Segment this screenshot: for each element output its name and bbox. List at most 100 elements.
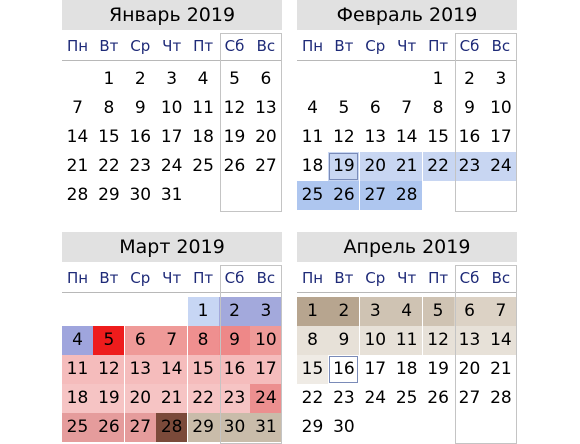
day-cell[interactable]: 16 — [129, 127, 152, 147]
day-cell[interactable]: 20 — [359, 152, 391, 181]
day-cell[interactable]: 28 — [490, 388, 512, 408]
day-cell[interactable]: 26 — [427, 388, 449, 408]
day-cell[interactable]: 8 — [187, 326, 219, 355]
day-cell[interactable]: 29 — [187, 413, 219, 442]
day-cell[interactable]: 5 — [229, 69, 240, 89]
day-cell[interactable]: 14 — [485, 326, 517, 355]
day-cell[interactable]: 13 — [454, 326, 485, 355]
day-cell[interactable]: 19 — [427, 359, 449, 379]
day-cell[interactable]: 14 — [156, 355, 188, 384]
day-cell[interactable]: 23 — [219, 384, 250, 413]
day-cell[interactable]: 13 — [124, 355, 156, 384]
day-cell[interactable]: 14 — [66, 127, 89, 147]
day-cell[interactable]: 6 — [369, 98, 381, 118]
day-cell[interactable]: 10 — [250, 326, 282, 355]
day-cell[interactable]: 9 — [134, 98, 146, 118]
day-cell[interactable]: 21 — [66, 156, 89, 176]
day-cell[interactable]: 28 — [66, 185, 89, 205]
day-cell[interactable]: 1 — [297, 297, 328, 326]
day-cell[interactable]: 2 — [464, 69, 475, 89]
day-cell[interactable]: 21 — [490, 359, 512, 379]
day-cell[interactable]: 9 — [328, 326, 360, 355]
day-cell[interactable]: 30 — [129, 185, 152, 205]
day-cell[interactable]: 17 — [364, 359, 387, 379]
day-cell[interactable]: 18 — [395, 359, 418, 379]
day-cell[interactable]: 11 — [192, 98, 214, 118]
day-cell[interactable]: 5 — [93, 326, 125, 355]
day-cell[interactable]: 5 — [422, 297, 454, 326]
day-cell[interactable]: 1 — [187, 297, 219, 326]
day-cell[interactable]: 7 — [156, 326, 188, 355]
day-cell[interactable]: 8 — [297, 326, 328, 355]
day-cell[interactable]: 25 — [395, 388, 418, 408]
day-cell[interactable]: 28 — [391, 181, 423, 210]
day-cell[interactable]: 4 — [307, 98, 318, 118]
day-cell[interactable]: 21 — [156, 384, 188, 413]
day-cell[interactable]: 12 — [333, 127, 355, 147]
day-cell[interactable]: 23 — [333, 388, 355, 408]
day-cell[interactable]: 20 — [124, 384, 156, 413]
day-cell[interactable]: 26 — [328, 181, 360, 210]
day-cell[interactable]: 15 — [98, 127, 120, 147]
day-cell[interactable]: 1 — [432, 69, 444, 89]
day-cell[interactable]: 30 — [219, 413, 250, 442]
day-cell[interactable]: 22 — [187, 384, 219, 413]
day-cell[interactable]: 30 — [333, 417, 355, 437]
day-cell[interactable]: 9 — [464, 98, 475, 118]
day-cell[interactable]: 25 — [297, 181, 328, 210]
day-cell[interactable]: 3 — [359, 297, 391, 326]
day-cell[interactable]: 17 — [160, 127, 183, 147]
day-cell[interactable]: 7 — [72, 98, 83, 118]
day-cell[interactable]: 2 — [134, 69, 146, 89]
day-cell[interactable]: 1 — [103, 69, 115, 89]
day-cell[interactable]: 27 — [359, 181, 391, 210]
day-cell[interactable]: 13 — [255, 98, 277, 118]
day-cell[interactable]: 26 — [93, 413, 125, 442]
day-cell[interactable]: 25 — [62, 413, 93, 442]
day-cell[interactable]: 10 — [359, 326, 391, 355]
day-cell[interactable]: 4 — [197, 69, 209, 89]
day-cell[interactable]: 16 — [458, 127, 481, 147]
day-cell[interactable]: 15 — [297, 355, 328, 384]
day-cell[interactable]: 15 — [187, 355, 219, 384]
day-cell[interactable]: 26 — [223, 156, 246, 176]
day-cell[interactable]: 29 — [301, 417, 324, 437]
day-cell[interactable]: 8 — [432, 98, 444, 118]
day-cell[interactable]: 24 — [160, 156, 183, 176]
day-cell[interactable]: 28 — [156, 413, 188, 442]
day-cell[interactable]: 27 — [458, 388, 481, 408]
day-cell[interactable]: 19 — [223, 127, 246, 147]
day-cell[interactable]: 29 — [98, 185, 120, 205]
day-cell[interactable]: 11 — [391, 326, 423, 355]
day-cell[interactable]: 4 — [391, 297, 423, 326]
day-cell[interactable]: 3 — [250, 297, 282, 326]
day-cell[interactable]: 22 — [301, 388, 324, 408]
day-cell[interactable]: 18 — [192, 127, 214, 147]
day-cell[interactable]: 18 — [301, 156, 324, 176]
day-cell[interactable]: 12 — [422, 326, 454, 355]
day-cell[interactable]: 7 — [485, 297, 517, 326]
day-cell[interactable]: 17 — [250, 355, 282, 384]
day-cell[interactable]: 17 — [490, 127, 512, 147]
day-cell[interactable]: 12 — [223, 98, 246, 118]
day-cell[interactable]: 6 — [454, 297, 485, 326]
day-cell[interactable]: 19 — [93, 384, 125, 413]
day-cell[interactable]: 24 — [485, 152, 517, 181]
day-cell[interactable]: 31 — [250, 413, 282, 442]
day-cell[interactable]: 27 — [124, 413, 156, 442]
day-cell[interactable]: 22 — [98, 156, 120, 176]
day-cell[interactable]: 18 — [62, 384, 93, 413]
day-cell[interactable]: 6 — [260, 69, 272, 89]
day-cell[interactable]: 10 — [160, 98, 183, 118]
day-cell[interactable]: 3 — [495, 69, 507, 89]
day-cell[interactable]: 21 — [391, 152, 423, 181]
day-cell[interactable]: 24 — [364, 388, 387, 408]
day-cell[interactable]: 19 — [328, 152, 360, 181]
day-cell[interactable]: 12 — [93, 355, 125, 384]
day-cell[interactable]: 10 — [490, 98, 512, 118]
day-cell[interactable]: 31 — [160, 185, 183, 205]
day-cell[interactable]: 8 — [103, 98, 115, 118]
day-cell[interactable]: 24 — [250, 384, 282, 413]
day-cell[interactable]: 11 — [301, 127, 324, 147]
day-cell[interactable]: 9 — [219, 326, 250, 355]
